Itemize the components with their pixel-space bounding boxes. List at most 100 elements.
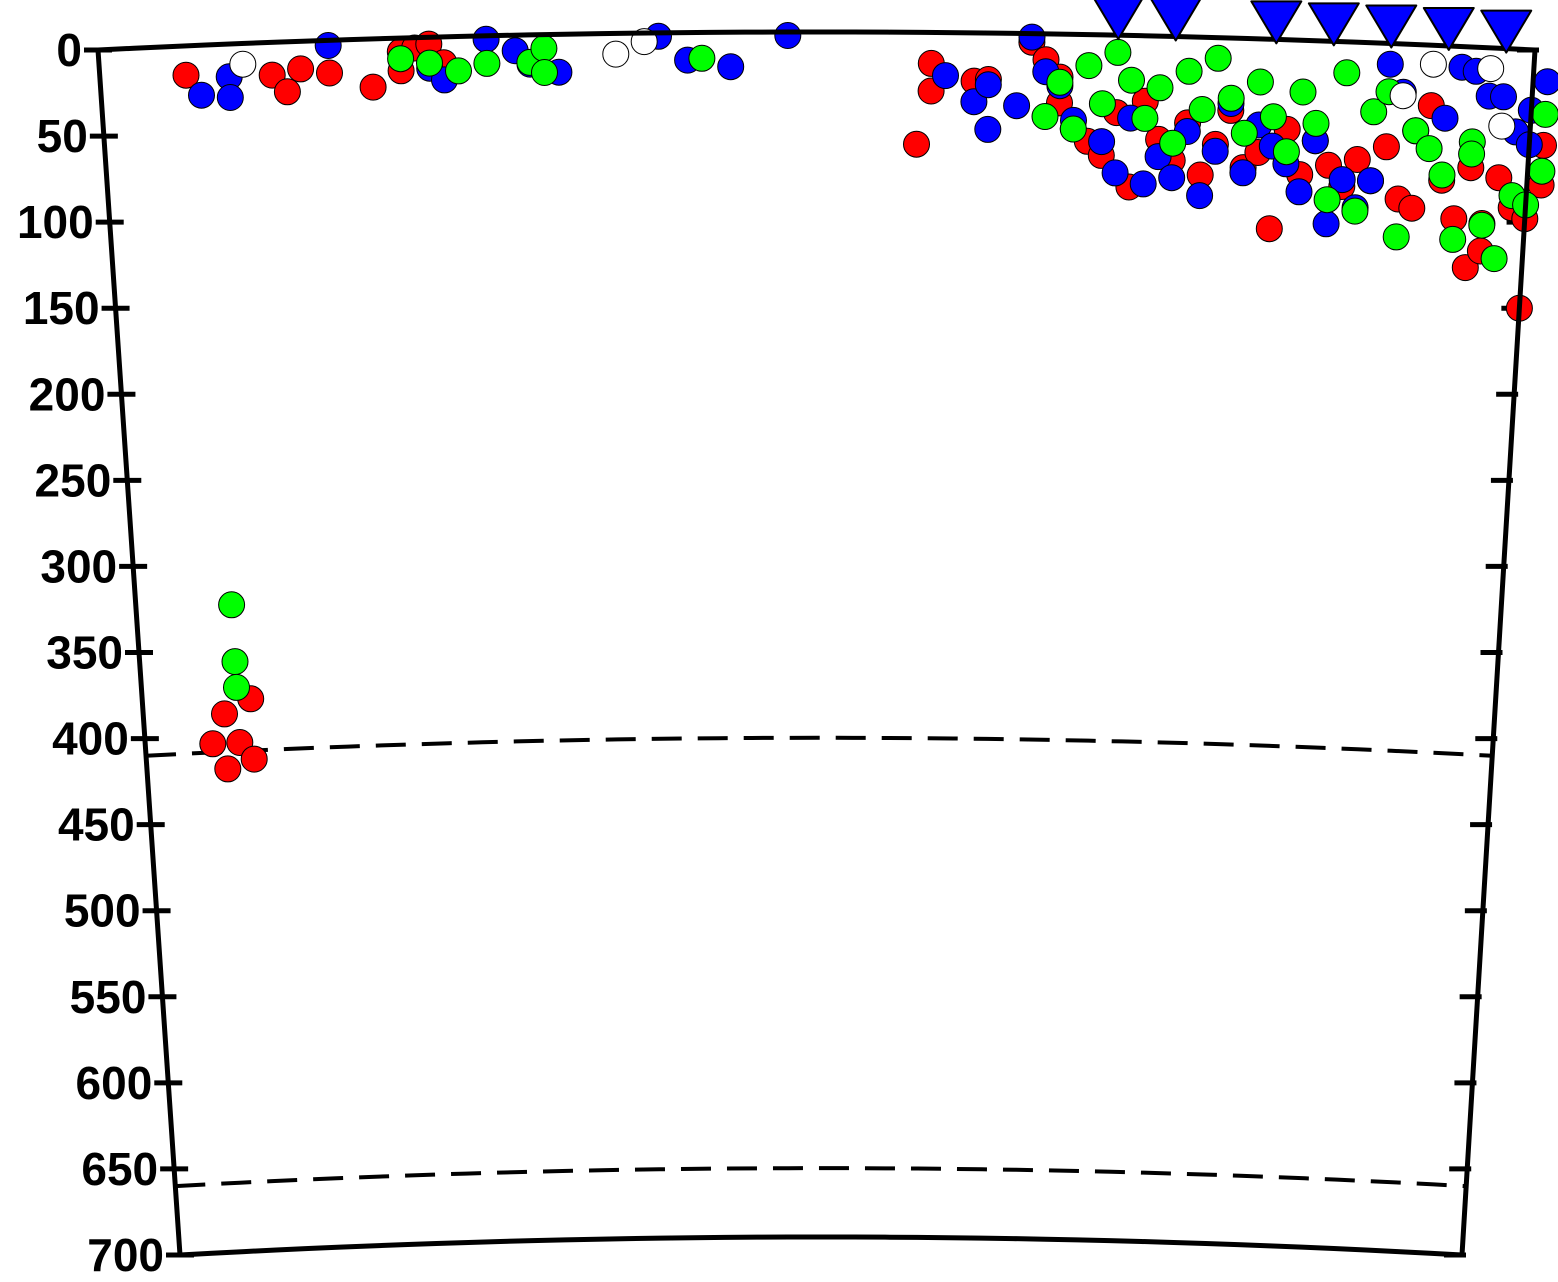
point-green [1046,68,1074,96]
station-marker [1365,4,1418,49]
hypocenter-points [172,22,1558,783]
y-tick-label: 500 [64,885,141,937]
point-red [211,700,238,728]
point-green [1131,104,1159,132]
point-green [1088,90,1116,118]
y-tick-label: 650 [81,1143,158,1195]
point-white [1488,112,1516,140]
point-green [1458,140,1486,168]
point-green [1531,100,1558,128]
point-green [1246,68,1274,96]
point-green [387,45,415,73]
point-green [1272,138,1300,166]
point-green [1428,161,1456,189]
y-tick-label: 150 [23,282,100,334]
y-tick-label: 450 [58,799,135,851]
point-green [1118,66,1145,94]
point-blue [1003,92,1031,120]
station-marker [1150,0,1202,42]
station-marker [1480,9,1533,54]
point-green [1175,57,1203,85]
point-green [1204,44,1232,72]
point-red [273,78,301,106]
point-green [688,44,716,72]
point-red [172,61,200,89]
point-blue [974,115,1002,143]
point-green [1415,135,1443,163]
point-blue [1357,167,1384,195]
dashed-level-lines [145,735,1493,1189]
point-blue [1431,104,1459,132]
point-green [1439,225,1467,253]
station-marker [1093,0,1143,41]
point-green [1159,129,1187,157]
point-blue [1376,50,1404,78]
point-red [359,73,387,101]
point-blue [1018,23,1046,51]
point-blue [1088,128,1116,156]
point-blue [774,22,802,49]
point-green [1230,119,1258,147]
point-green [221,648,249,676]
point-red [903,130,930,158]
y-tick-label: 600 [76,1057,153,1109]
point-green [473,49,501,77]
y-tick-label: 250 [35,454,112,506]
point-green [1104,38,1132,66]
point-blue [1285,178,1313,206]
point-blue [717,53,745,81]
point-green [1188,96,1216,123]
y-tick-label: 0 [56,24,82,76]
point-red [1343,146,1371,173]
station-marker [1307,2,1360,47]
point-green [1031,103,1059,130]
point-red [214,755,242,783]
point-blue [974,71,1002,99]
point-red [1398,194,1426,222]
point-green [1341,197,1369,225]
point-green [218,591,246,619]
point-white [1389,82,1417,110]
point-white [1477,55,1505,83]
y-tick-labels: 0 50 100 150 200 250 300 350 400 450 500 550 600 650 7… [17,24,164,1281]
point-blue [1201,137,1229,165]
point-blue [1312,210,1340,238]
point-blue [314,32,342,59]
point-white [602,40,630,68]
point-green [1302,109,1330,137]
y-tick-label: 100 [17,196,94,248]
point-green [445,57,472,85]
point-red [199,730,227,758]
point-blue [1490,83,1517,111]
y-tick-label: 50 [37,110,88,162]
point-green [1360,98,1388,126]
point-green [530,34,558,62]
station-markers [1093,0,1533,54]
point-blue [1229,159,1257,187]
station-marker [1422,6,1475,51]
point-blue [1186,182,1214,210]
frame-outline [95,29,1538,1258]
point-blue [1101,159,1129,187]
point-green [1468,211,1496,239]
point-green [223,673,250,701]
point-red [240,745,268,773]
point-blue [1158,164,1186,192]
y-tick-label: 200 [29,368,106,420]
point-red [287,55,315,83]
station-marker [1250,0,1303,45]
y-tick-label: 700 [87,1229,164,1281]
point-green [1313,186,1341,214]
point-green [1480,245,1508,273]
point-blue [932,62,959,90]
y-tick-label: 350 [46,627,123,679]
point-red [1255,215,1283,243]
y-tick-label: 400 [52,713,129,765]
dashed-level-line [175,1166,1467,1189]
point-green [1289,78,1317,106]
point-green [1333,59,1361,87]
point-green [1146,74,1174,102]
y-tick-label: 550 [70,971,147,1023]
point-blue [216,84,244,111]
